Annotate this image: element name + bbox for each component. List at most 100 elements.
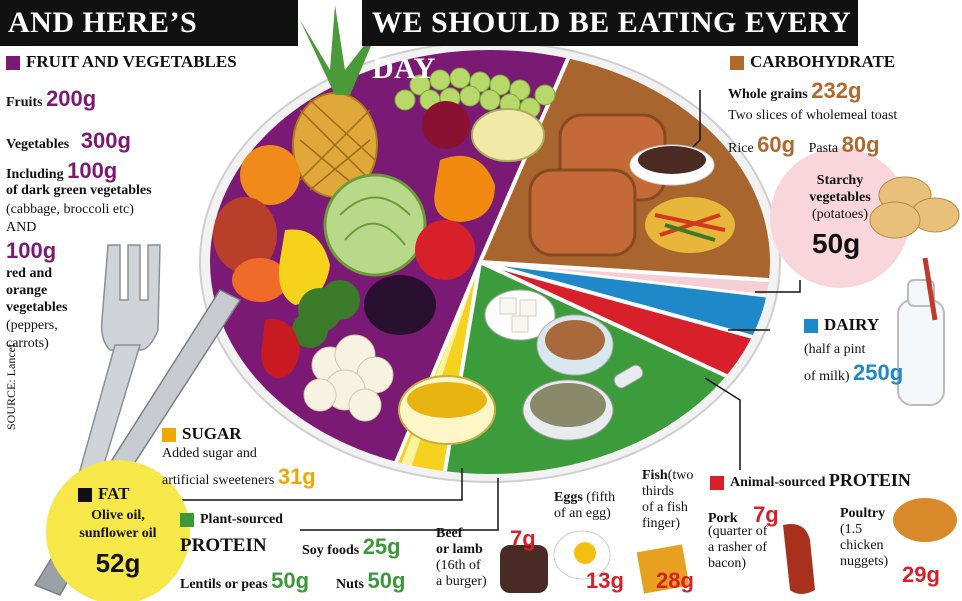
carbohydrate-heading-text: CARBOHYDRATE — [750, 52, 896, 71]
page-title-right: WE SHOULD BE EATING EVERY DAY — [372, 6, 851, 85]
red-orange-label-1: red and — [6, 266, 53, 281]
pasta-label: Pasta — [808, 141, 839, 156]
page-title-left: AND HERE’S WHAT — [8, 6, 198, 85]
pasta-icon — [645, 197, 735, 253]
eggs-note-1: (fifth — [586, 490, 616, 505]
rice-label: Rice — [728, 141, 754, 156]
mango-icon — [213, 197, 277, 273]
carbohydrate-heading: CARBOHYDRATE — [730, 52, 895, 72]
whole-grains-value: 232g — [811, 78, 862, 103]
pork-note-3: bacon) — [708, 556, 747, 571]
starchy-label-1: Starchy — [816, 173, 864, 188]
starchy-label: Starchy vegetables (potatoes) — [790, 172, 890, 223]
fruit-veg-heading-text: FRUIT AND VEGETABLES — [26, 52, 237, 71]
red-pepper-icon — [261, 319, 300, 379]
header-right: WE SHOULD BE EATING EVERY DAY — [362, 0, 858, 85]
starchy-note: (potatoes) — [812, 207, 868, 222]
nuts-value: 50g — [367, 568, 406, 593]
lentils-row: Lentils or peas 50g — [180, 568, 309, 594]
nugget-icon — [893, 498, 957, 542]
tomato-icon — [415, 220, 475, 280]
eggs-label-group: Eggs (fifth of an egg) — [554, 490, 615, 522]
fruit-veg-swatch — [6, 56, 20, 71]
vegetables-label: Vegetables — [6, 137, 70, 152]
red-orange-note-2: carrots) — [6, 336, 49, 351]
toast-note: Two slices of wholemeal toast — [728, 108, 898, 123]
starchy-label-2: vegetables — [809, 190, 871, 205]
eggs-value: 13g — [586, 568, 624, 593]
carbohydrate-swatch — [730, 56, 744, 71]
lentils-spoon-icon — [522, 364, 644, 441]
milk-bottle-icon — [897, 257, 945, 406]
yellow-pepper-icon — [279, 229, 330, 305]
plant-protein-heading-small: Plant-sourced — [200, 512, 283, 527]
bacon-icon — [783, 524, 815, 594]
starchy-circle — [770, 148, 910, 288]
fat-heading: FAT — [78, 484, 129, 504]
fat-note-2: sunflower oil — [79, 526, 157, 541]
segment-fat — [340, 262, 480, 474]
sugar-heading: SUGAR — [162, 424, 242, 444]
sugar-note-2: artificial sweeteners — [162, 473, 275, 488]
dairy-note-1: (half a pint — [804, 342, 866, 357]
whole-grains-row: Whole grains 232g — [728, 78, 861, 104]
sugar-heading-text: SUGAR — [182, 424, 242, 443]
toast-icon — [528, 113, 667, 257]
aubergine-icon — [364, 275, 436, 335]
fish-note-2: thirds — [642, 484, 674, 499]
sugar-row: artificial sweeteners 31g — [162, 464, 316, 490]
soy-label: Soy foods — [302, 543, 360, 558]
dairy-row: of milk) 250g — [804, 360, 903, 386]
nuts-label: Nuts — [336, 577, 365, 592]
beef-label: Beef or lamb (16th of a burger) — [436, 526, 487, 590]
fish-value: 28g — [656, 568, 694, 593]
fish-finger-icon — [636, 544, 690, 594]
pork-note-2: a rasher of — [708, 540, 768, 555]
nuts-bowl-icon — [536, 314, 614, 376]
segment-plant-protein — [420, 262, 770, 474]
pork-row: Pork 7g — [708, 502, 779, 528]
beef-label-1: Beef — [436, 526, 463, 541]
pork-label: Pork — [708, 511, 738, 526]
eggs-note-2: of an egg) — [554, 506, 611, 521]
beef-note-1: (16th of — [436, 558, 481, 573]
olive-oil-bowl-icon — [398, 375, 496, 445]
eggs-label: Eggs — [554, 490, 583, 505]
fat-value: 52g — [95, 548, 141, 578]
soy-row: Soy foods 25g — [302, 534, 401, 560]
egg-icon — [553, 530, 611, 580]
fish-note-3: of a fish — [642, 500, 688, 515]
source-credit: SOURCE: Lancet — [4, 343, 18, 430]
cabbage-icon — [323, 173, 427, 277]
poultry-value: 29g — [902, 562, 940, 587]
lentils-value: 50g — [271, 568, 310, 593]
fruits-label: Fruits — [6, 95, 43, 110]
beef-label-2: or lamb — [436, 542, 483, 557]
poultry-label: Poultry — [840, 506, 886, 521]
animal-protein-heading-small: Animal-sourced — [730, 475, 826, 490]
fruits-row: Fruits 200g — [6, 86, 96, 112]
dairy-value: 250g — [853, 360, 904, 385]
cauliflower-icon — [303, 334, 394, 422]
animal-protein-swatch — [710, 475, 724, 490]
sugar-value: 31g — [277, 464, 316, 489]
sugar-note-1: Added sugar and — [162, 446, 257, 461]
fat-note-1: Olive oil, — [91, 508, 145, 523]
dark-green-value: 100g — [67, 158, 118, 183]
beef-value: 7g — [510, 526, 536, 551]
poultry-note-2: chicken — [840, 538, 884, 553]
vegetables-value: 300g — [80, 128, 131, 153]
rice-bowl-icon — [629, 144, 715, 186]
fat-heading-text: FAT — [98, 484, 130, 503]
red-orange-label-2: orange — [6, 283, 48, 298]
dairy-heading: DAIRY — [804, 315, 879, 335]
plant-protein-heading: Plant-sourced — [180, 512, 283, 528]
potatoes-icon — [869, 176, 960, 239]
pork-notes: (quarter of a rasher of bacon) — [708, 524, 767, 572]
dairy-heading-text: DAIRY — [824, 315, 880, 334]
animal-protein-heading: Animal-sourced PROTEIN — [710, 470, 911, 491]
red-orange-note-1: (peppers, — [6, 318, 58, 333]
rice-value: 60g — [757, 132, 796, 157]
